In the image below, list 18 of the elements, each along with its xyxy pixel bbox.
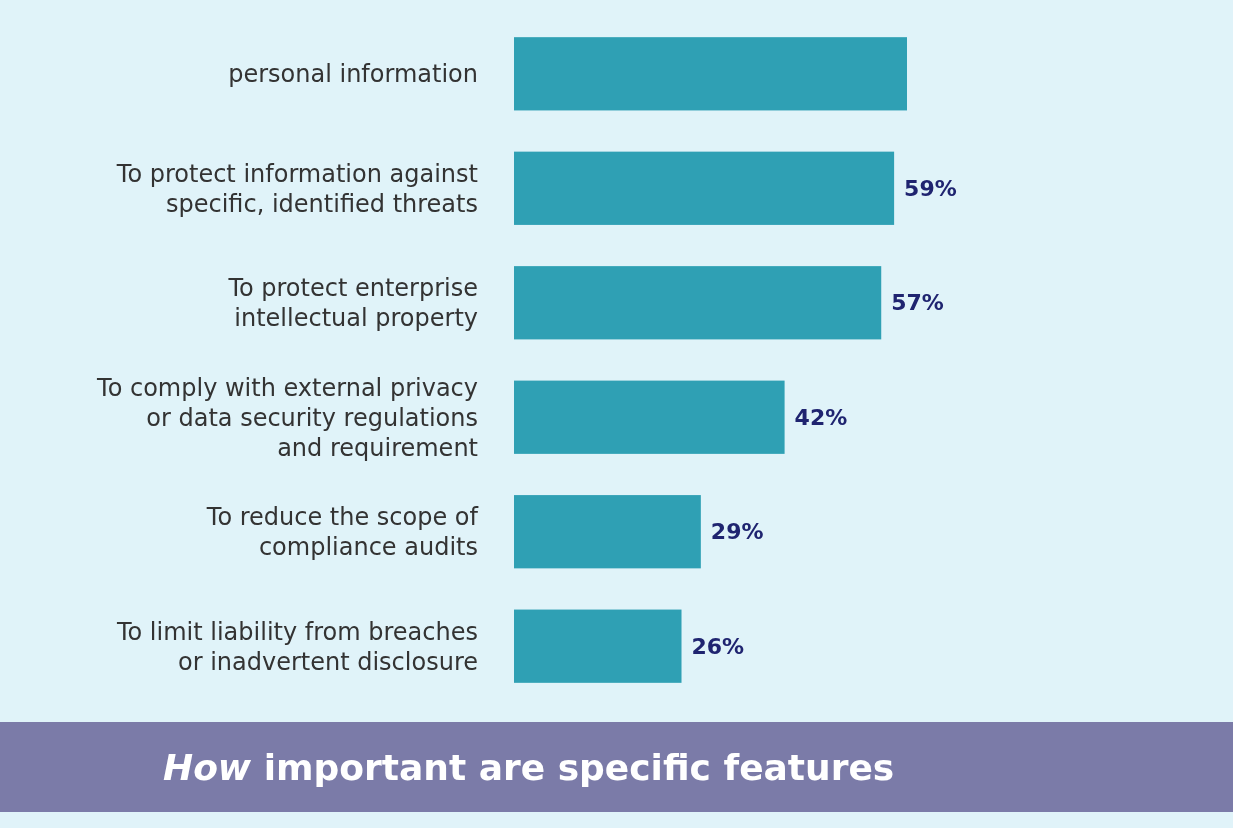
text: How important are specific features <box>163 746 895 788</box>
data-label: 42% <box>794 404 848 430</box>
data-label: 26% <box>691 633 745 659</box>
data-label: 59% <box>904 175 957 201</box>
y-tick-label: To limit liability from breaches or inadvertent disclosure <box>115 617 478 676</box>
data-label: 29% <box>710 519 764 545</box>
y-tick-label: To comply with external privacy or data security regulations and requirement <box>96 373 478 462</box>
y-tick-label: To protect information against specific, identified threats <box>115 159 478 218</box>
data-label: 57% <box>891 290 944 316</box>
y-tick-label: To reduce the scope of compliance audits <box>205 503 479 562</box>
bar <box>514 266 882 340</box>
bar <box>514 151 895 225</box>
y-tick-label: To protect enterprise intellectual property <box>227 274 478 333</box>
bar <box>514 37 907 111</box>
bar <box>514 380 785 454</box>
bar <box>514 609 682 683</box>
bar <box>514 495 701 569</box>
y-tick-label: personal information <box>228 60 478 89</box>
